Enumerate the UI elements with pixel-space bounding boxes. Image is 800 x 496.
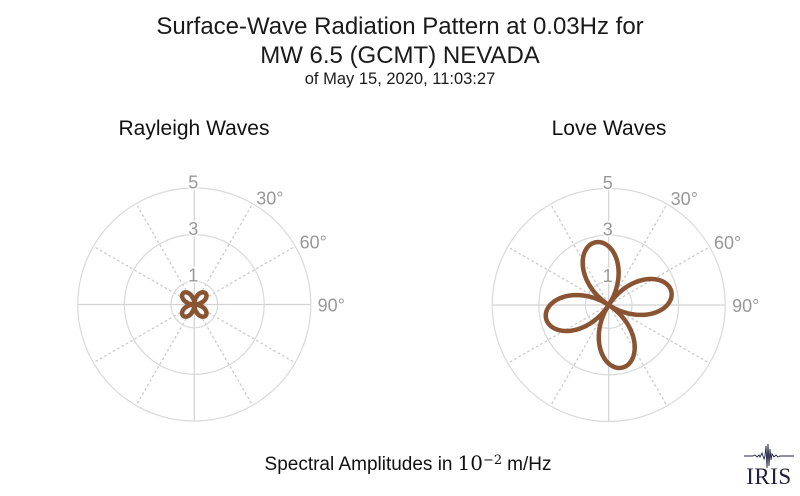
grid-spoke-dotted <box>92 245 189 302</box>
caption-units: m/Hz <box>507 454 552 475</box>
angle-tick-label-90: 90° <box>318 296 345 316</box>
grid-spoke-dotted <box>199 245 296 302</box>
radial-tick-label-3: 3 <box>188 219 198 239</box>
caption-prefix: Spectral Amplitudes in <box>264 454 453 475</box>
grid-circle-r5 <box>77 187 312 422</box>
grid-spoke-dotted <box>197 309 254 407</box>
grid-spoke-dotted <box>507 246 604 303</box>
angle-tick-label-60: 60° <box>714 233 741 253</box>
grid-spoke-dotted <box>135 202 192 300</box>
grid-spoke-dotted <box>549 203 606 300</box>
rayleigh-plot-title: Rayleigh Waves <box>118 117 270 140</box>
figure-caption: Spectral Amplitudes in 10−2 m/Hz <box>0 451 800 476</box>
grid-circle-r5 <box>491 187 726 423</box>
caption-power-of-ten: 10−2 <box>457 451 503 475</box>
love-plot-title: Love Waves <box>551 117 667 140</box>
love-radiation-pattern <box>543 239 674 371</box>
grid-spoke-dotted <box>611 310 668 407</box>
grid-spoke-dotted <box>92 307 189 364</box>
grid-circle-r3 <box>538 234 680 376</box>
angle-tick-label-60: 60° <box>300 232 327 252</box>
grid-spoke-dotted <box>549 310 606 407</box>
grid-spoke-dotted <box>507 307 604 364</box>
caption-exponent: −2 <box>482 453 503 468</box>
radial-tick-label-3: 3 <box>603 220 613 240</box>
grid-circle-r1 <box>584 281 633 329</box>
iris-logo: IRIS <box>744 443 794 489</box>
radial-tick-label-1: 1 <box>188 266 198 286</box>
angle-tick-label-90: 90° <box>732 296 759 316</box>
radial-tick-label-1: 1 <box>603 266 613 286</box>
grid-spoke-dotted <box>135 309 192 407</box>
angle-tick-label-30: 30° <box>671 189 698 209</box>
grid-circle-r1 <box>170 280 219 329</box>
grid-spoke-dotted <box>614 246 711 303</box>
grid-spoke-dotted <box>197 202 254 300</box>
grid-spoke-dotted <box>199 307 296 364</box>
rayleigh-radiation-pattern <box>179 290 209 319</box>
grid-circle-r3 <box>123 234 265 376</box>
angle-tick-label-30: 30° <box>256 189 283 209</box>
grid-spoke-dotted <box>611 203 668 300</box>
grid-spoke-dotted <box>614 307 711 364</box>
figure-subtitle-datetime: of May 15, 2020, 11:03:27 <box>304 70 496 88</box>
figure-title-line1: Surface-Wave Radiation Pattern at 0.03Hz… <box>156 13 644 40</box>
radial-tick-label-5: 5 <box>603 173 613 193</box>
figure-title-line2: MW 6.5 (GCMT) NEVADA <box>260 42 540 69</box>
love-polar-plot: 1 3 5 30° 60° 90° <box>491 172 759 423</box>
rayleigh-polar-plot: 1 3 5 30° 60° 90° <box>77 171 345 422</box>
iris-wordmark: IRIS <box>746 464 791 489</box>
seismogram-icon <box>744 443 794 469</box>
radial-tick-label-5: 5 <box>188 173 198 193</box>
